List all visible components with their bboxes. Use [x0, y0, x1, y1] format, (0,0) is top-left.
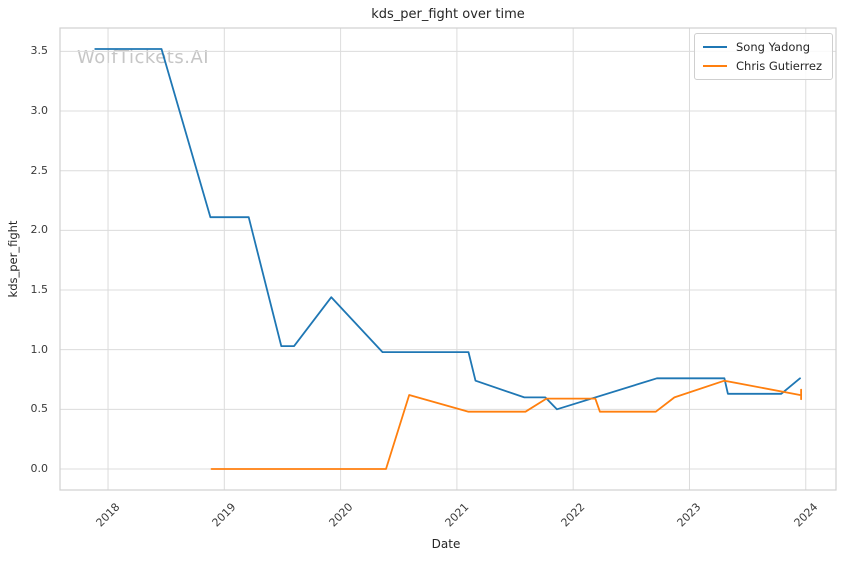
legend: Song Yadong Chris Gutierrez [694, 33, 833, 80]
watermark: WolfTickets.AI [77, 47, 210, 68]
series-line-chris-gutierrez [210, 379, 801, 470]
y-tick-label: 3.0 [30, 104, 49, 118]
y-tick-label: 2.5 [30, 163, 49, 177]
y-tick-label: 1.5 [30, 283, 49, 297]
plot-border [59, 27, 837, 491]
y-tick-label: 0.0 [30, 462, 49, 475]
x-axis-label: Date [431, 537, 461, 551]
y-tick-label: 3.5 [30, 44, 49, 58]
y-tick-label: 2.0 [30, 223, 49, 237]
legend-item: Chris Gutierrez [703, 58, 822, 74]
chart-title: kds_per_fight over time [371, 7, 525, 22]
series-line-song-yadong [94, 48, 801, 411]
legend-label: Song Yadong [736, 40, 810, 54]
y-tick-label: 1.0 [30, 342, 49, 356]
y-tick-label: 0.5 [30, 402, 49, 416]
legend-label: Chris Gutierrez [736, 59, 822, 73]
legend-item: Song Yadong [703, 39, 822, 55]
legend-swatch [703, 46, 727, 48]
legend-swatch [703, 65, 727, 67]
